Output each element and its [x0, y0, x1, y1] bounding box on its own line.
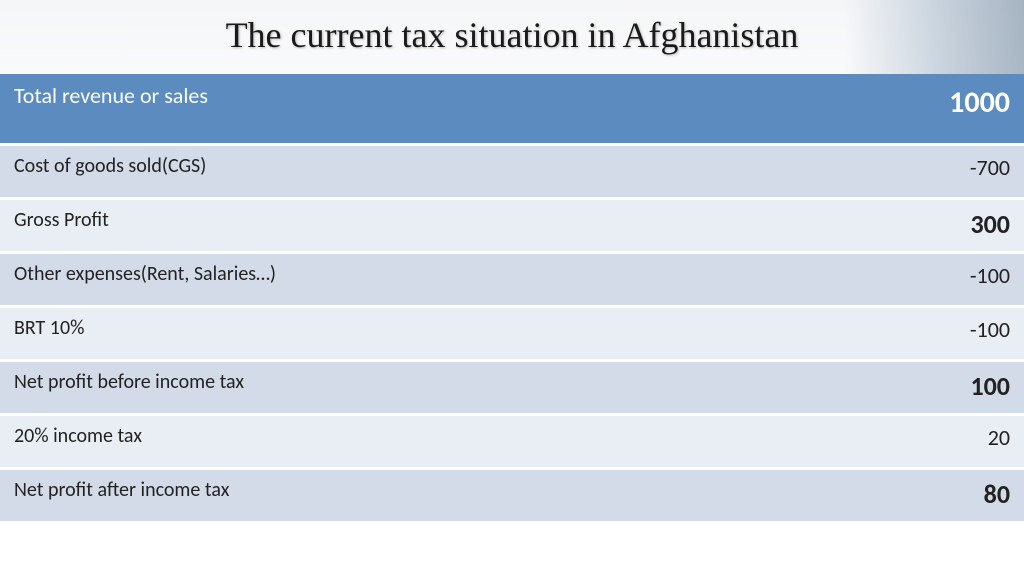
header-label: Total revenue or sales — [0, 74, 512, 144]
row-label: Cost of goods sold(CGS) — [0, 144, 512, 198]
row-value: 100 — [512, 360, 1024, 414]
row-value: -700 — [512, 144, 1024, 198]
table-row: BRT 10% -100 — [0, 306, 1024, 360]
table-row: Net profit before income tax 100 — [0, 360, 1024, 414]
row-value: -100 — [512, 306, 1024, 360]
row-value: 300 — [512, 198, 1024, 252]
row-label: BRT 10% — [0, 306, 512, 360]
row-value: 80 — [512, 468, 1024, 522]
row-label: Net profit after income tax — [0, 468, 512, 522]
row-label: Net profit before income tax — [0, 360, 512, 414]
row-value: 20 — [512, 414, 1024, 468]
table-row: Gross Profit 300 — [0, 198, 1024, 252]
row-label: 20% income tax — [0, 414, 512, 468]
row-label: Other expenses(Rent, Salaries…) — [0, 252, 512, 306]
header-value: 1000 — [512, 74, 1024, 144]
table-row: Net profit after income tax 80 — [0, 468, 1024, 522]
table-row: 20% income tax 20 — [0, 414, 1024, 468]
row-label: Gross Profit — [0, 198, 512, 252]
tax-table: Total revenue or sales 1000 Cost of good… — [0, 74, 1024, 524]
slide: The current tax situation in Afghanistan… — [0, 0, 1024, 576]
slide-title: The current tax situation in Afghanistan — [0, 14, 1024, 56]
table-row: Other expenses(Rent, Salaries…) -100 — [0, 252, 1024, 306]
row-value: -100 — [512, 252, 1024, 306]
table-row: Cost of goods sold(CGS) -700 — [0, 144, 1024, 198]
table-header-row: Total revenue or sales 1000 — [0, 74, 1024, 144]
